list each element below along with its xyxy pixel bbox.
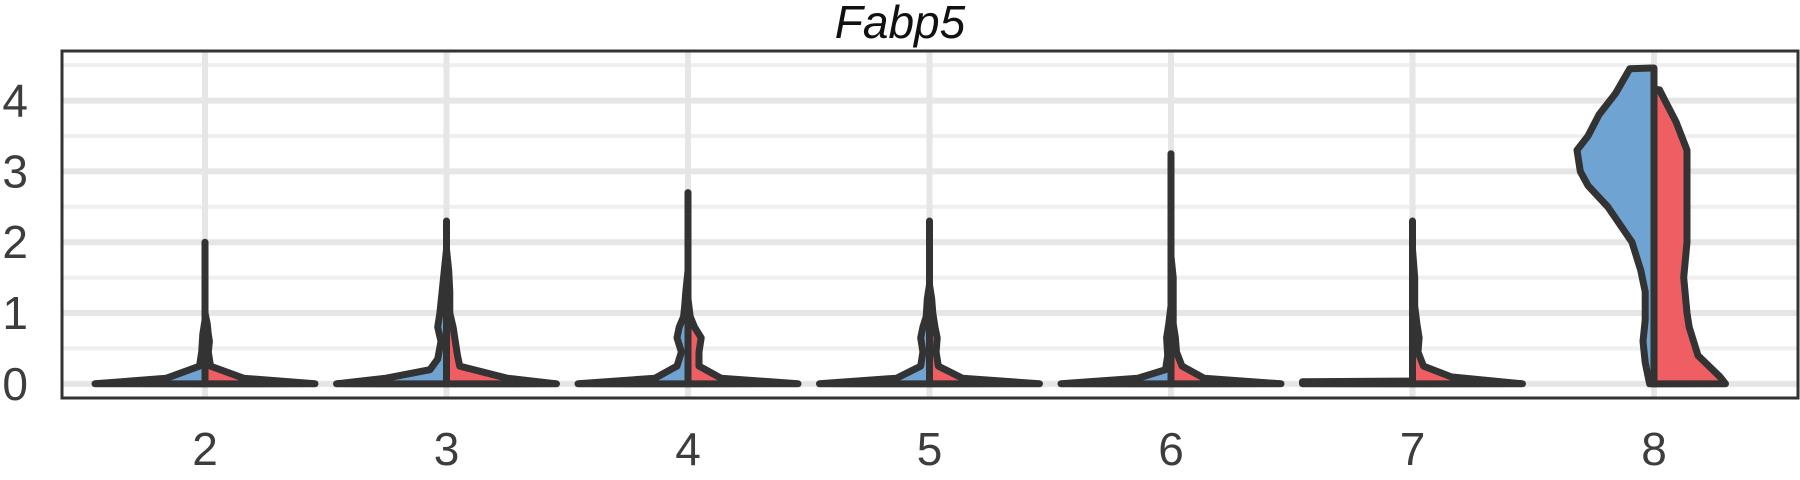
violin-left-half — [1057, 150, 1175, 388]
x-tick-label: 8 — [1641, 423, 1667, 475]
violin-right-half — [1167, 238, 1285, 388]
violin-right-half — [1650, 85, 1729, 388]
violin-group-6 — [1057, 150, 1285, 388]
chart-title: Fabp5 — [835, 0, 966, 48]
violin-right-half — [684, 267, 802, 388]
violin-left-half — [333, 217, 450, 388]
y-tick-label: 0 — [2, 358, 28, 410]
violin-group-3 — [333, 217, 560, 388]
x-tick-label: 3 — [434, 423, 460, 475]
y-tick-label: 4 — [2, 75, 28, 127]
violins — [91, 64, 1729, 388]
y-tick-label: 3 — [2, 145, 28, 197]
violin-left-half — [574, 189, 692, 388]
violin-group-7 — [1299, 217, 1526, 388]
violin-right-half — [201, 281, 319, 388]
y-tick-label: 2 — [2, 216, 28, 268]
violin-left-half — [1573, 64, 1658, 388]
violin-left-half — [1299, 373, 1416, 388]
y-tick-label: 1 — [2, 287, 28, 339]
violin-group-5 — [816, 217, 1043, 388]
violin-group-4 — [574, 189, 802, 388]
violin-right-half — [1409, 217, 1526, 388]
x-axis-ticks: 2 3 4 5 6 7 8 — [192, 423, 1667, 475]
violin-right-half — [926, 267, 1043, 388]
violin-group-2 — [91, 238, 319, 388]
plot-panel-border — [60, 49, 1800, 400]
violin-left-half — [816, 217, 933, 388]
x-tick-label: 5 — [917, 423, 943, 475]
y-axis-ticks: 0 1 2 3 4 — [2, 75, 28, 410]
x-tick-label: 6 — [1158, 423, 1184, 475]
x-tick-label: 2 — [192, 423, 218, 475]
x-tick-label: 7 — [1400, 423, 1426, 475]
violin-group-8 — [1573, 64, 1729, 388]
violin-right-half — [443, 231, 560, 388]
x-tick-label: 4 — [675, 423, 701, 475]
